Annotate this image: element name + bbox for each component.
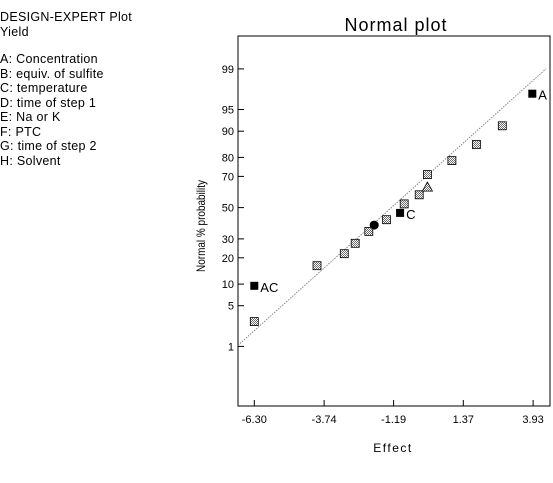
factor-b: B: equiv. of sulfite	[0, 66, 104, 81]
y-tick-label: 70	[222, 171, 234, 183]
y-tick-label: 10	[222, 279, 234, 291]
y-tick-label: 80	[222, 152, 234, 164]
data-point	[364, 226, 374, 236]
x-tick-label: -6.30	[242, 414, 267, 426]
chart-title: Normal plot	[344, 15, 447, 35]
x-tick-label: 3.93	[522, 414, 543, 426]
data-point	[339, 249, 349, 259]
y-tick-label: 90	[222, 126, 234, 138]
data-point	[250, 281, 259, 290]
data-point	[422, 170, 432, 180]
design-expert-info-panel: DESIGN-EXPERT Plot Yield A: Concentratio…	[0, 10, 200, 168]
data-point	[497, 121, 507, 131]
x-axis-label: Effect	[373, 441, 412, 455]
y-tick-label: 95	[222, 105, 234, 117]
data-point	[471, 140, 481, 149]
y-tick-label: 1	[228, 341, 234, 353]
point-label: AC	[260, 280, 278, 295]
y-tick-label: 5	[228, 301, 234, 313]
x-tick-label: 1.37	[453, 414, 474, 426]
factor-f: F: PTC	[0, 124, 42, 139]
y-tick-label: 20	[222, 253, 234, 265]
data-point	[421, 181, 434, 192]
y-tick-label: 30	[222, 234, 234, 246]
x-tick-label: -3.74	[312, 414, 337, 426]
plot-header: DESIGN-EXPERT Plot	[0, 10, 133, 24]
y-axis-label: Normal % probability	[194, 180, 208, 272]
data-point	[350, 238, 360, 248]
data-point	[382, 215, 391, 225]
y-tick-label: 50	[222, 203, 234, 215]
data-point	[369, 220, 379, 230]
factor-e: E: Na or K	[0, 110, 61, 124]
data-point	[414, 190, 424, 200]
factor-a: A: Concentration	[0, 52, 98, 66]
factor-c: C: temperature	[0, 81, 88, 95]
y-tick-label: 99	[222, 64, 234, 76]
data-point	[312, 261, 322, 271]
data-point	[249, 317, 259, 327]
response-name: Yield	[0, 24, 29, 39]
factor-h: H: Solvent	[0, 153, 61, 168]
data-point	[447, 156, 457, 166]
data-point	[528, 89, 537, 98]
factor-d: D: time of step 1	[0, 95, 97, 110]
reference-line	[237, 68, 547, 346]
plot-frame	[237, 35, 551, 407]
factor-g: G: time of step 2	[0, 139, 97, 153]
x-tick-label: -1.19	[381, 414, 406, 426]
data-point	[399, 199, 409, 209]
point-label: C	[406, 207, 415, 222]
data-point	[396, 208, 405, 217]
point-label: A	[538, 88, 547, 103]
